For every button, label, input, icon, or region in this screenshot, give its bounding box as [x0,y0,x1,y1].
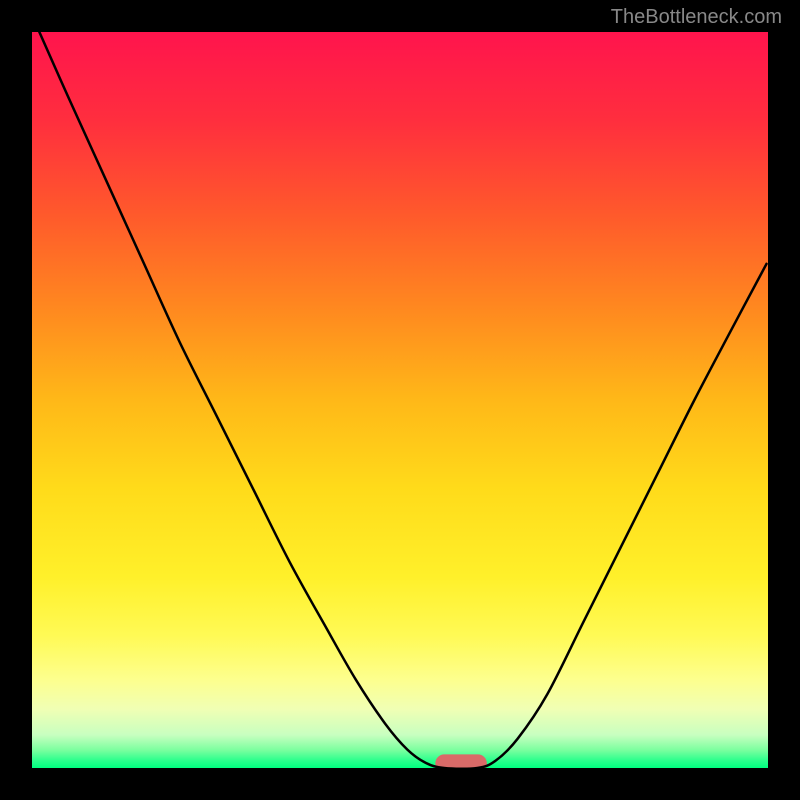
chart-container: TheBottleneck.com [0,0,800,800]
watermark-text: TheBottleneck.com [611,6,782,29]
gradient-background [32,32,768,768]
optimal-marker [435,754,487,768]
chart-plot-area [32,32,768,768]
bottleneck-chart [32,32,768,768]
